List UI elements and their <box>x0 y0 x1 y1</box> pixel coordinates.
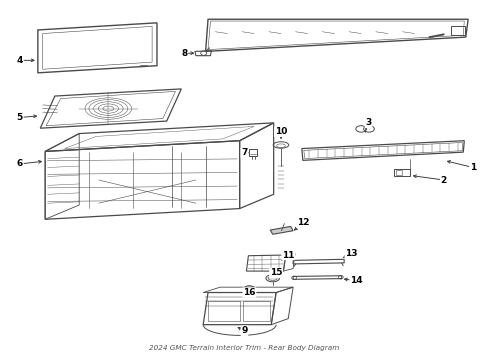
Text: 1: 1 <box>469 163 475 172</box>
Ellipse shape <box>265 275 279 282</box>
Text: 12: 12 <box>296 219 308 228</box>
Text: 13: 13 <box>345 249 357 258</box>
Text: 6: 6 <box>17 159 23 168</box>
Text: 4: 4 <box>17 56 23 65</box>
Text: 10: 10 <box>274 127 286 136</box>
Text: 2024 GMC Terrain Interior Trim - Rear Body Diagram: 2024 GMC Terrain Interior Trim - Rear Bo… <box>149 345 339 351</box>
Text: 14: 14 <box>349 276 362 285</box>
Text: 9: 9 <box>241 326 247 335</box>
Bar <box>450 26 464 35</box>
Text: 5: 5 <box>17 113 23 122</box>
Text: 16: 16 <box>243 288 255 297</box>
Text: 11: 11 <box>282 251 294 260</box>
Text: 15: 15 <box>269 268 282 277</box>
Text: 7: 7 <box>241 148 247 157</box>
Text: 2: 2 <box>440 176 446 185</box>
Ellipse shape <box>244 286 254 292</box>
Bar <box>393 168 409 176</box>
Polygon shape <box>270 226 292 234</box>
Bar <box>207 301 239 321</box>
Text: 8: 8 <box>181 49 187 58</box>
Text: 3: 3 <box>365 118 371 127</box>
Bar <box>249 149 257 156</box>
Bar <box>395 170 401 175</box>
Bar <box>243 301 269 321</box>
